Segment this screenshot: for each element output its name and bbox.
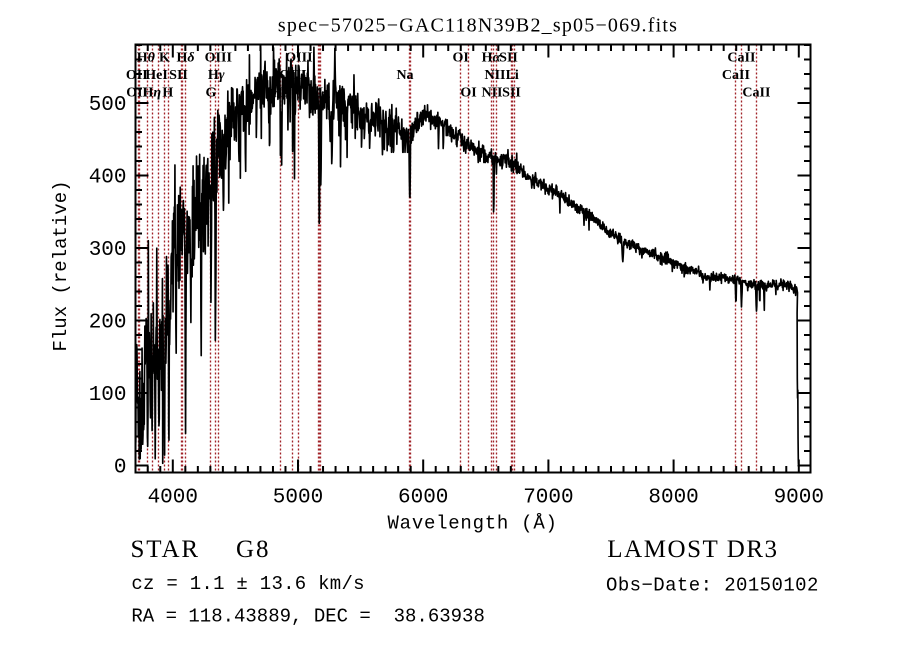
svg-text:OI: OI: [453, 51, 469, 66]
svg-text:200: 200: [89, 311, 127, 334]
svg-text:5000: 5000: [273, 486, 323, 509]
svg-text:Hγ: Hγ: [208, 68, 225, 83]
svg-text:Hη: Hη: [143, 86, 162, 101]
svg-text:400: 400: [89, 166, 127, 189]
svg-text:Li: Li: [506, 68, 519, 83]
svg-text:Hθ: Hθ: [137, 51, 156, 66]
svg-text:CaII: CaII: [742, 86, 770, 101]
svg-text:OI: OI: [460, 86, 476, 101]
svg-text:G8: G8: [236, 536, 270, 563]
svg-text:Wavelength (Å): Wavelength (Å): [388, 512, 558, 534]
svg-text:cz = 1.1 ± 13.6 km/s: cz = 1.1 ± 13.6 km/s: [131, 573, 364, 595]
svg-text:Hδ: Hδ: [176, 51, 194, 66]
svg-text:G: G: [206, 86, 217, 101]
svg-text:500: 500: [89, 94, 127, 117]
svg-text:Flux (relative): Flux (relative): [50, 180, 72, 351]
svg-text:300: 300: [89, 239, 127, 262]
svg-text:NII: NII: [484, 68, 505, 83]
svg-text:9000: 9000: [774, 486, 824, 509]
svg-text:OII: OII: [126, 68, 148, 83]
svg-text:NII: NII: [481, 86, 502, 101]
svg-text:8000: 8000: [648, 486, 698, 509]
svg-text:Na: Na: [396, 68, 413, 83]
svg-text:Hα: Hα: [482, 51, 501, 66]
svg-text:HeI: HeI: [145, 68, 168, 83]
svg-text:OII: OII: [126, 86, 148, 101]
svg-text:RA = 118.43889, DEC = 38.6393: RA = 118.43889, DEC = 38.63938: [131, 606, 484, 628]
svg-text:K: K: [159, 51, 170, 66]
svg-text:OIII: OIII: [285, 51, 312, 66]
svg-text:6000: 6000: [398, 486, 448, 509]
svg-text:OIII: OIII: [205, 51, 232, 66]
svg-text:LAMOST DR3: LAMOST DR3: [607, 536, 778, 563]
svg-text:Mg: Mg: [310, 86, 330, 101]
svg-text:STAR: STAR: [131, 536, 201, 563]
svg-text:SII: SII: [502, 86, 521, 101]
svg-text:SII: SII: [169, 68, 188, 83]
svg-text:H: H: [162, 86, 173, 101]
svg-text:spec−57025−GAC118N39B2_sp05−06: spec−57025−GAC118N39B2_sp05−069.fits: [278, 15, 678, 37]
svg-text:Obs−Date: 20150102: Obs−Date: 20150102: [606, 575, 819, 597]
svg-text:0: 0: [114, 456, 127, 479]
svg-text:SII: SII: [499, 51, 518, 66]
svg-text:OIII: OIII: [279, 68, 306, 83]
svg-text:4000: 4000: [148, 486, 198, 509]
svg-text:100: 100: [89, 384, 127, 407]
svg-text:CaII: CaII: [722, 68, 750, 83]
svg-text:CaII: CaII: [727, 51, 755, 66]
svg-text:Hβ: Hβ: [272, 86, 291, 101]
svg-text:7000: 7000: [523, 486, 573, 509]
